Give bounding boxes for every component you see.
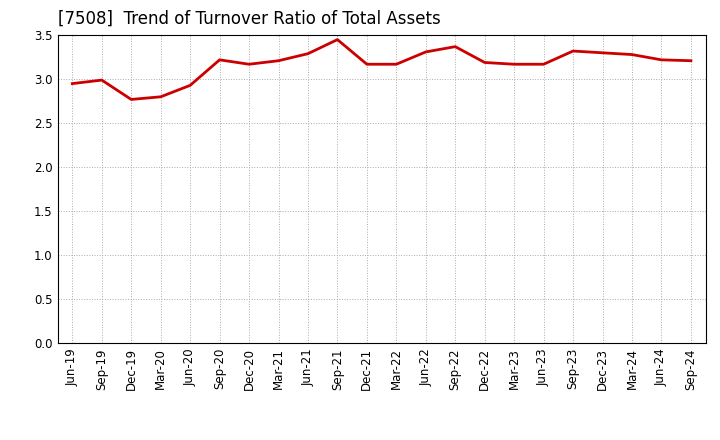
Text: [7508]  Trend of Turnover Ratio of Total Assets: [7508] Trend of Turnover Ratio of Total … <box>58 10 441 28</box>
